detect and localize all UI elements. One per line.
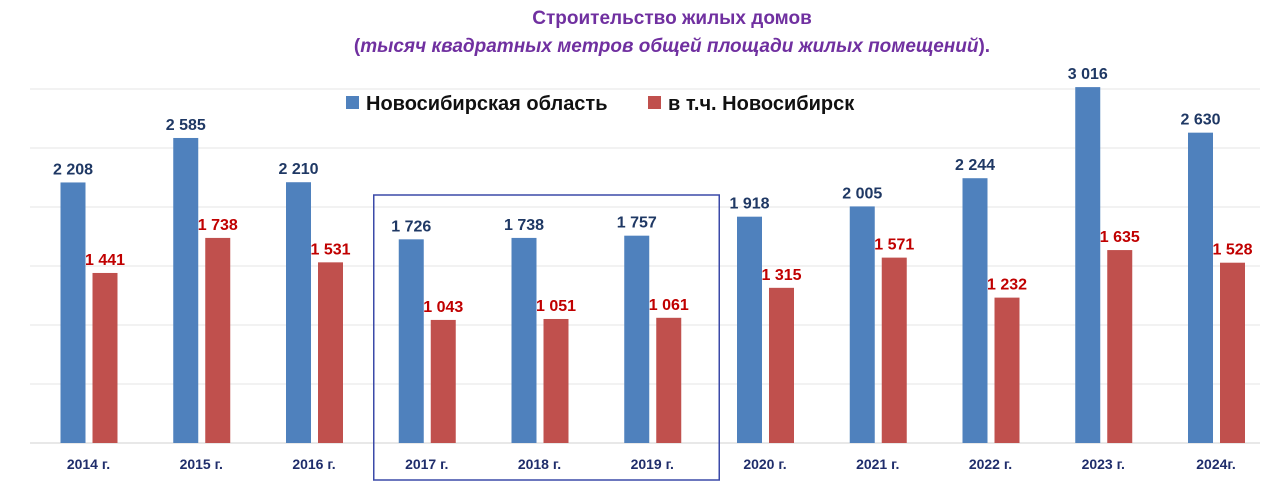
bar-region <box>173 137 199 443</box>
value-label-region: 1 738 <box>504 217 544 234</box>
bar-region <box>286 182 311 443</box>
value-label-region: 2 210 <box>278 161 318 178</box>
bar-region <box>737 216 762 443</box>
bar-region <box>1188 132 1213 443</box>
value-label-city: 1 315 <box>761 267 801 284</box>
value-label-city: 1 571 <box>874 237 914 254</box>
value-label-region: 1 757 <box>617 215 657 232</box>
x-tick-label: 2021 г. <box>856 456 899 472</box>
value-label-city: 1 043 <box>423 299 463 316</box>
x-tick-label: 2023 г. <box>1082 456 1125 472</box>
bar-city <box>1107 250 1133 443</box>
bar-region <box>1075 87 1101 443</box>
bar-city <box>769 287 794 443</box>
value-label-city: 1 528 <box>1212 242 1252 259</box>
chart-subtitle-text: тысяч квадратных метров общей площади жи… <box>360 36 979 57</box>
bar-region <box>962 178 988 443</box>
bar-city <box>1220 262 1245 443</box>
value-label-city: 1 738 <box>198 217 238 234</box>
bar-city <box>656 317 682 443</box>
value-label-region: 1 918 <box>729 196 769 213</box>
bar-region <box>624 235 650 443</box>
value-label-city: 1 061 <box>649 297 689 314</box>
x-tick-label: 2022 г. <box>969 456 1012 472</box>
legend-swatch-city <box>648 96 661 109</box>
bar-region <box>511 237 537 443</box>
value-label-city: 1 232 <box>987 277 1027 294</box>
bar-city <box>881 257 907 443</box>
x-tick-label: 2015 г. <box>180 456 223 472</box>
value-label-region: 2 244 <box>955 157 995 174</box>
bar-city <box>430 319 456 443</box>
legend-swatch-region <box>346 96 359 109</box>
bar-city <box>318 262 343 443</box>
bar-region <box>849 206 875 443</box>
legend: Новосибирская область в т.ч. Новосибирск <box>346 93 855 115</box>
value-label-region: 3 016 <box>1068 66 1108 83</box>
value-label-region: 2 630 <box>1180 112 1220 129</box>
chart-subtitle-open: ( <box>354 36 361 57</box>
value-label-region: 1 726 <box>391 218 431 235</box>
bar-region <box>398 239 424 443</box>
value-label-region: 2 585 <box>166 117 206 134</box>
x-tick-label: 2014 г. <box>67 456 110 472</box>
legend-label-city: в т.ч. Новосибирск <box>668 93 855 115</box>
chart-subtitle-close: ). <box>978 36 990 57</box>
chart-title: Строительство жилых домов <box>532 8 812 29</box>
highlight-rectangle <box>373 194 720 481</box>
value-label-city: 1 531 <box>310 241 350 258</box>
x-tick-label: 2017 г. <box>405 456 448 472</box>
value-label-city: 1 635 <box>1100 229 1140 246</box>
bar-city <box>994 297 1020 443</box>
x-tick-label: 2018 г. <box>518 456 561 472</box>
x-tick-label: 2024г. <box>1196 456 1235 472</box>
bar-city <box>205 237 231 443</box>
chart-subtitle: (тысяч квадратных метров общей площади ж… <box>354 36 990 57</box>
legend-label-region: Новосибирская область <box>366 93 608 115</box>
highlight-box <box>373 194 720 481</box>
x-axis-ticks: 2014 г. 2015 г. 2016 г. 2017 г. 2018 г. 2019 … <box>67 456 1236 472</box>
value-label-region: 2 208 <box>53 161 93 178</box>
bar-city <box>92 272 118 443</box>
value-label-city: 1 051 <box>536 298 576 315</box>
value-label-region: 2 005 <box>842 185 882 202</box>
x-tick-label: 2016 г. <box>292 456 335 472</box>
value-labels: 2 208 1 441 2 585 1 738 2 210 1 531 1 726 1 043… <box>53 66 1253 316</box>
x-tick-label: 2019 г. <box>631 456 674 472</box>
bar-region <box>60 182 86 443</box>
x-tick-label: 2020 г. <box>743 456 786 472</box>
bars <box>60 87 1245 443</box>
bar-city <box>543 318 569 443</box>
value-label-city: 1 441 <box>85 252 125 269</box>
